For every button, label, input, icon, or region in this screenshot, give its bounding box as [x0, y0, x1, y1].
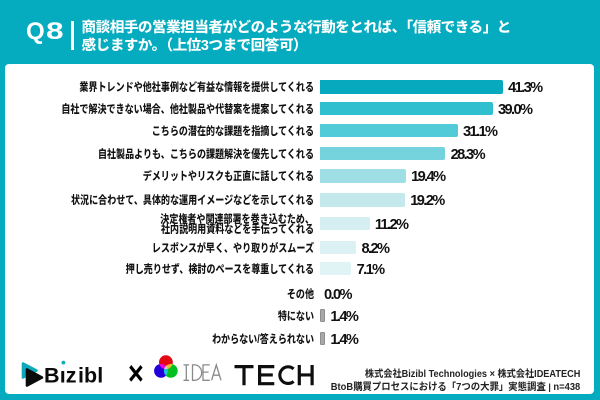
svg-text:Bızibl: Bızibl: [44, 364, 103, 388]
